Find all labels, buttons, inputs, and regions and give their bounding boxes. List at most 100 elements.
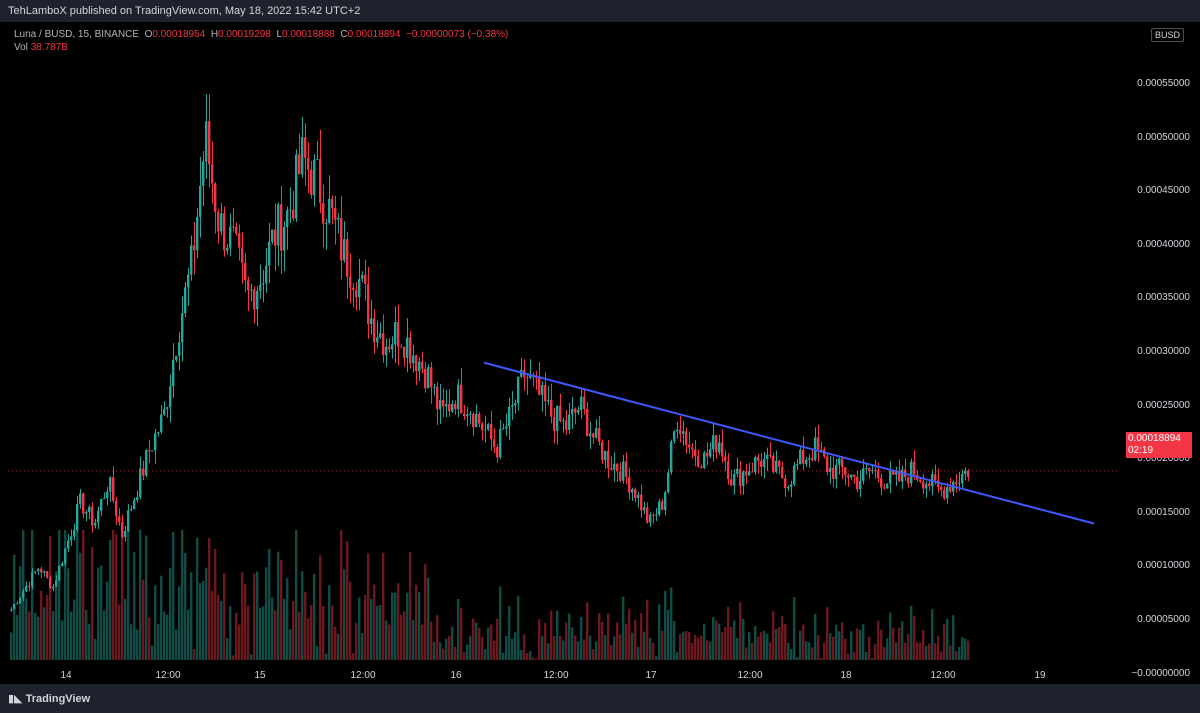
candle-body bbox=[610, 468, 613, 470]
candle-body bbox=[880, 478, 883, 488]
volume-bar bbox=[940, 651, 943, 660]
publish-info: TehLamboX published on TradingView.com, … bbox=[8, 5, 361, 17]
volume-bar bbox=[271, 597, 274, 660]
volume-bar bbox=[550, 610, 553, 660]
candle-body bbox=[652, 514, 655, 516]
volume-bar bbox=[832, 636, 835, 660]
candle-body bbox=[565, 420, 568, 430]
volume-bar bbox=[637, 647, 640, 660]
candle-body bbox=[892, 470, 895, 475]
candle-body bbox=[715, 435, 718, 453]
candle-body bbox=[196, 216, 199, 251]
candle-body bbox=[235, 226, 238, 234]
volume-bar bbox=[169, 567, 172, 660]
candle-body bbox=[166, 407, 169, 409]
volume-bar bbox=[460, 608, 463, 660]
quote-currency-button[interactable]: BUSD bbox=[1150, 28, 1184, 42]
candle-body bbox=[127, 510, 130, 532]
candle-body bbox=[859, 480, 862, 490]
bar-countdown: 02:19 bbox=[1128, 445, 1154, 456]
volume-bar bbox=[424, 564, 427, 660]
candle-body bbox=[43, 571, 46, 573]
candle-body bbox=[241, 247, 244, 263]
candle-body bbox=[850, 474, 853, 478]
candle-body bbox=[820, 449, 823, 451]
volume-bar bbox=[436, 615, 439, 660]
volume-bar bbox=[679, 633, 682, 660]
candle-body bbox=[919, 479, 922, 482]
volume-bar bbox=[619, 634, 622, 660]
open-label: O bbox=[144, 29, 153, 40]
y-tick-label: 0.00020000 bbox=[1137, 453, 1190, 465]
volume-bar bbox=[760, 632, 763, 660]
volume-bar bbox=[346, 541, 349, 660]
volume-bar bbox=[583, 639, 586, 660]
volume-bar bbox=[634, 619, 637, 660]
candle-body bbox=[637, 494, 640, 499]
candle-body bbox=[964, 470, 967, 475]
volume-bar bbox=[229, 606, 232, 660]
candle-body bbox=[169, 386, 172, 408]
volume-bar bbox=[196, 537, 199, 660]
candle-body bbox=[826, 456, 829, 472]
tradingview-logo[interactable]: ▮◣ TradingView bbox=[8, 692, 90, 705]
volume-bar bbox=[787, 642, 790, 660]
volume-bar bbox=[211, 590, 214, 660]
volume-bar bbox=[454, 646, 457, 660]
volume-bar bbox=[751, 643, 754, 660]
candle-body bbox=[664, 492, 667, 510]
candle-body bbox=[769, 454, 772, 456]
candle-body bbox=[703, 452, 706, 468]
y-tick-label: 0.00015000 bbox=[1137, 506, 1190, 518]
candle-body bbox=[145, 450, 148, 476]
volume-bar bbox=[814, 613, 817, 660]
candle-body bbox=[328, 198, 331, 223]
volume-bar bbox=[850, 631, 853, 660]
candle-body bbox=[574, 408, 577, 413]
volume-bar bbox=[505, 636, 508, 660]
volume-bar bbox=[241, 572, 244, 660]
candle-body bbox=[844, 467, 847, 476]
candle-body bbox=[967, 470, 970, 477]
volume-bar bbox=[226, 638, 229, 660]
volume-bar bbox=[103, 610, 106, 660]
candle-body bbox=[511, 405, 514, 407]
y-tick-label: 0.00050000 bbox=[1137, 131, 1190, 143]
candle-body bbox=[352, 287, 355, 290]
brand-label: TradingView bbox=[25, 693, 91, 705]
candle-body bbox=[745, 471, 748, 476]
volume-bar bbox=[652, 642, 655, 660]
candle-body bbox=[40, 568, 43, 573]
volume-bar bbox=[142, 579, 145, 660]
candle-body bbox=[451, 403, 454, 412]
candle-body bbox=[724, 456, 727, 462]
candle-body bbox=[427, 367, 430, 389]
candle-body bbox=[76, 503, 79, 530]
candle-body bbox=[619, 471, 622, 481]
candle-body bbox=[157, 432, 160, 434]
volume-bar bbox=[205, 567, 208, 660]
candle-body bbox=[934, 474, 937, 481]
volume-bar bbox=[523, 634, 526, 660]
candle-body bbox=[112, 477, 115, 501]
candle-body bbox=[595, 427, 598, 438]
candle-body bbox=[340, 218, 343, 261]
volume-bar bbox=[31, 530, 34, 660]
candle-body bbox=[865, 467, 868, 469]
ohlc-legend: Luna / BUSD, 15, BINANCE O0.00018954 H0.… bbox=[14, 28, 508, 42]
volume-bar bbox=[121, 530, 124, 660]
candle-body bbox=[961, 474, 964, 483]
volume-bar bbox=[217, 594, 220, 660]
candle-body bbox=[760, 460, 763, 467]
volume-bar bbox=[52, 611, 55, 660]
symbol-label[interactable]: Luna / BUSD, 15, BINANCE bbox=[14, 29, 140, 40]
volume-bar bbox=[847, 653, 850, 660]
candle-body bbox=[493, 439, 496, 447]
volume-bar bbox=[670, 587, 673, 660]
candle-body bbox=[775, 460, 778, 473]
candle-body bbox=[691, 447, 694, 450]
candle-body bbox=[370, 318, 373, 325]
volume-bar bbox=[433, 641, 436, 660]
x-tick-label: 19 bbox=[1034, 670, 1046, 681]
